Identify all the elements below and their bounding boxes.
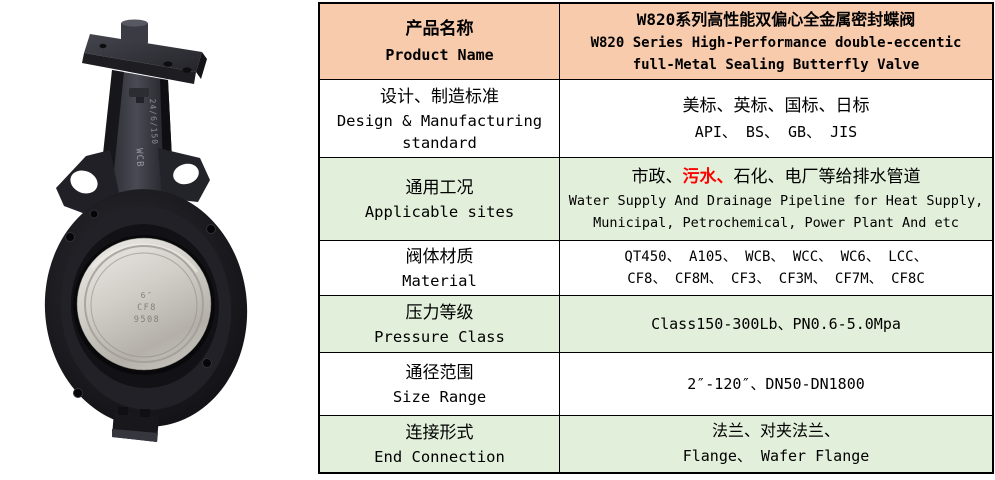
value-part-red: 污水、 bbox=[682, 167, 734, 187]
cell-header-applicable-sites: 通用工况 Applicable sites bbox=[320, 158, 560, 241]
cell-header-product-name: 产品名称 Product Name bbox=[320, 4, 560, 80]
cell-value-material: QT450、 A105、 WCB、 WCC、 WC6、 LCC、 CF8、 CF… bbox=[560, 241, 992, 296]
value-part: 石化、电厂等给排水管道 bbox=[733, 167, 921, 187]
header-zh: 通径范围 bbox=[405, 363, 474, 383]
value-line: 美标、英标、国标、日标 bbox=[682, 95, 870, 116]
value-line: W820 Series High-Performance double-ecce… bbox=[590, 34, 962, 51]
header-zh: 阀体材质 bbox=[405, 247, 474, 267]
flange-bolt-hole bbox=[182, 67, 192, 73]
disc-marking-material: CF8 bbox=[137, 303, 157, 313]
cell-value-end-connection: 法兰、对夹法兰、 Flange、 Wafer Flange bbox=[560, 416, 992, 472]
header-en: Applicable sites bbox=[364, 203, 515, 221]
header-en: Size Range bbox=[392, 388, 487, 406]
header-en: Material bbox=[402, 272, 477, 290]
header-zh: 连接形式 bbox=[405, 423, 474, 443]
product-photo: 24/6/150 WCB 6″ CF8 9508 bbox=[0, 0, 318, 476]
value-line: W820系列高性能双偏心全金属密封蝶阀 bbox=[636, 9, 916, 29]
cell-header-size-range: 通径范围 Size Range bbox=[320, 353, 560, 416]
header-zh: 通用工况 bbox=[405, 178, 474, 198]
value-line: Water Supply And Drainage Pipeline for H… bbox=[568, 193, 984, 209]
cell-header-end-connection: 连接形式 End Connection bbox=[320, 416, 560, 472]
cell-header-design-standard: 设计、制造标准 Design & Manufacturing standard bbox=[320, 80, 560, 158]
header-zh: 产品名称 bbox=[405, 18, 474, 39]
spec-table: 产品名称 Product Name W820系列高性能双偏心全金属密封蝶阀 W8… bbox=[318, 2, 994, 474]
cell-value-design-standard: 美标、英标、国标、日标 API、 BS、 GB、 JIS bbox=[560, 80, 992, 158]
flange-bolt-hole bbox=[99, 43, 107, 49]
valve-top-flange-plate bbox=[84, 34, 202, 72]
value-line-mixed: 市政、污水、石化、电厂等给排水管道 bbox=[632, 164, 921, 190]
cell-header-material: 阀体材质 Material bbox=[320, 241, 560, 296]
neck-marking-text: 24/6/150 bbox=[148, 98, 159, 145]
value-line: API、 BS、 GB、 JIS bbox=[694, 122, 858, 141]
valve-stem-top bbox=[121, 22, 148, 44]
cell-value-pressure-class: Class150-300Lb、PN0.6-5.0Mpa bbox=[560, 296, 992, 353]
flange-bolt-hole bbox=[163, 61, 173, 67]
value-line: Class150-300Lb、PN0.6-5.0Mpa bbox=[651, 315, 901, 333]
value-line: CF8、 CF8M、 CF3、 CF3M、 CF7M、 CF8C bbox=[627, 271, 925, 287]
right-ear-hole bbox=[173, 163, 199, 185]
value-line: QT450、 A105、 WCB、 WCC、 WC6、 LCC、 bbox=[624, 249, 928, 265]
header-en: Design & Manufacturing bbox=[336, 111, 543, 130]
left-ear-hole bbox=[70, 170, 98, 194]
value-line: Municipal, Petrochemical, Power Plant An… bbox=[593, 215, 959, 231]
cell-value-applicable-sites: 市政、污水、石化、电厂等给排水管道 Water Supply And Drain… bbox=[560, 158, 992, 241]
header-en: Pressure Class bbox=[374, 328, 505, 346]
value-part: 市政、 bbox=[631, 167, 683, 187]
valve-disc bbox=[76, 237, 212, 371]
body-bolt-holes bbox=[65, 209, 216, 398]
header-zh: 设计、制造标准 bbox=[380, 86, 499, 107]
disc-marking-size: 6″ bbox=[141, 291, 154, 300]
cell-value-product-name: W820系列高性能双偏心全金属密封蝶阀 W820 Series High-Per… bbox=[560, 4, 992, 80]
header-zh: 压力等级 bbox=[405, 303, 474, 323]
value-line: full-Metal Sealing Butterfly Valve bbox=[632, 56, 920, 73]
valve-neck bbox=[106, 70, 174, 198]
disc-marking-serial: 9508 bbox=[134, 315, 160, 325]
header-en: End Connection bbox=[374, 448, 505, 466]
butterfly-valve-image: 24/6/150 WCB 6″ CF8 9508 bbox=[44, 19, 248, 442]
header-en: standard bbox=[402, 133, 477, 152]
value-line: 法兰、对夹法兰、 bbox=[711, 421, 840, 440]
cell-value-size-range: 2″-120″、DN50-DN1800 bbox=[560, 353, 992, 416]
neck-marking-wcb: WCB bbox=[133, 148, 144, 168]
value-line: 2″-120″、DN50-DN1800 bbox=[687, 375, 865, 393]
cell-header-pressure-class: 压力等级 Pressure Class bbox=[320, 296, 560, 353]
header-en: Product Name bbox=[385, 45, 494, 64]
value-line: Flange、 Wafer Flange bbox=[682, 447, 870, 465]
